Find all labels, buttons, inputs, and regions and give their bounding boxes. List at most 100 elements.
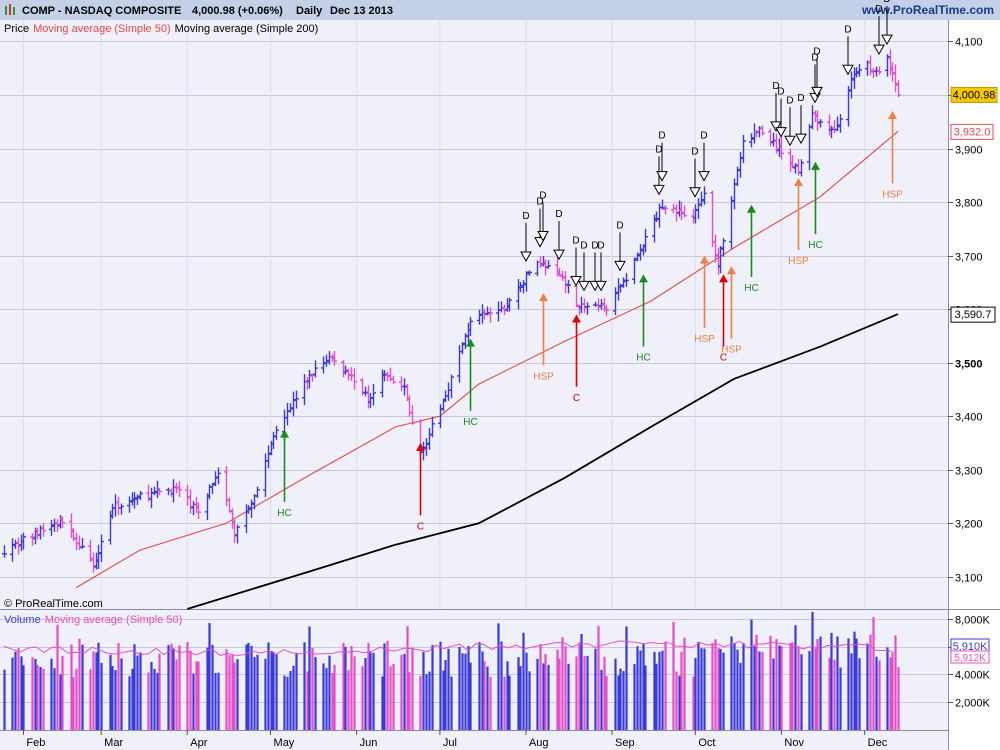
- copyright-label: © ProRealTime.com: [4, 598, 103, 610]
- month-label: Jul: [443, 737, 457, 749]
- signal-hsp: HSP: [721, 266, 742, 356]
- price-bar: [679, 201, 684, 221]
- price-bar: [249, 499, 254, 518]
- price-bar: [582, 298, 587, 313]
- price-bar: [360, 378, 365, 396]
- d-marker: D: [784, 95, 796, 147]
- d-marker: D: [537, 190, 549, 242]
- d-marker: D: [595, 240, 607, 292]
- signal-hsp: HSP: [788, 177, 809, 267]
- d-marker: D: [775, 87, 787, 138]
- d-marker-label: D: [772, 81, 779, 92]
- symbol-icon: [5, 4, 15, 15]
- d-marker-label: D: [522, 211, 529, 222]
- ma200-badge-bg: [950, 306, 996, 323]
- price-bar: [518, 281, 523, 293]
- price-bar: [16, 537, 21, 555]
- price-bar: [857, 63, 862, 77]
- price-tick-label: 3,200: [955, 519, 983, 531]
- price-bar: [502, 304, 507, 316]
- signal-label: HSP: [788, 256, 809, 267]
- volume-tick-label: 2,000K: [955, 698, 991, 710]
- month-label: Sep: [615, 737, 635, 749]
- price-bar: [768, 128, 773, 147]
- last-price-badge: 4,000.98: [953, 89, 996, 101]
- signal-c: C: [416, 443, 425, 532]
- price-bar: [235, 524, 240, 544]
- price-bar: [382, 370, 387, 382]
- signal-label: HC: [463, 417, 477, 428]
- price-bar: [246, 505, 251, 514]
- volume-ma-line: [3, 640, 893, 656]
- price-bar: [849, 71, 854, 99]
- price-bar: [635, 252, 640, 262]
- price-bar: [152, 486, 157, 496]
- price-tick-label: 3,300: [955, 466, 983, 478]
- last-price-badge-bg: [950, 86, 998, 103]
- price-bar: [80, 537, 85, 549]
- price-bar: [527, 270, 532, 276]
- price-bar: [2, 545, 7, 558]
- ma200-badge: 3,590.7: [955, 309, 992, 321]
- price-tick-label: 3,100: [955, 573, 983, 585]
- d-marker: D: [811, 46, 823, 98]
- d-marker-label: D: [797, 93, 804, 104]
- price-bar: [638, 243, 643, 261]
- volume-badge: 5,910K: [953, 641, 989, 653]
- price-bar: [21, 532, 26, 550]
- price-bar: [274, 425, 279, 440]
- legend-ma50: Moving average (Simple 50): [33, 23, 171, 35]
- d-marker: D: [795, 93, 807, 145]
- price-bar: [421, 441, 426, 461]
- d-marker-label: D: [539, 190, 546, 201]
- d-marker-label: D: [655, 144, 662, 155]
- price-bar: [288, 403, 293, 413]
- signal-label: HSP: [694, 334, 715, 345]
- price-tick-label: 4,100: [955, 37, 983, 49]
- price-bar: [838, 114, 843, 133]
- price-bar: [127, 496, 132, 513]
- d-marker: D: [698, 131, 710, 182]
- month-label: Apr: [190, 737, 207, 749]
- price-bar: [729, 195, 734, 249]
- signal-label: HC: [636, 353, 650, 364]
- ma-path: [186, 313, 899, 610]
- price-bar: [760, 125, 765, 136]
- price-bar: [779, 136, 784, 160]
- price-bar: [10, 538, 15, 562]
- price-bar: [713, 234, 718, 263]
- d-marker-label: D: [572, 235, 579, 246]
- price-bar: [546, 260, 551, 269]
- price-bar: [385, 371, 390, 382]
- d-marker-label: D: [786, 95, 793, 106]
- price-bar: [343, 365, 348, 375]
- price-bar: [538, 255, 543, 268]
- price-bar: [255, 486, 260, 498]
- d-marker: D: [578, 240, 590, 292]
- d-marker: D: [881, 0, 893, 46]
- price-bar: [232, 519, 237, 543]
- signal-hc: HC: [636, 274, 651, 364]
- price-bar: [566, 279, 571, 294]
- signal-c: C: [719, 274, 728, 364]
- signal-label: HC: [277, 508, 291, 519]
- price-bar: [654, 211, 659, 222]
- d-marker-label: D: [777, 87, 784, 98]
- d-marker: D: [842, 24, 854, 76]
- price-bar: [854, 67, 859, 78]
- d-marker-label: D: [813, 46, 820, 57]
- volume-ma-badge: 5,912K: [954, 653, 986, 664]
- price-bar: [391, 375, 396, 385]
- signal-hsp: HSP: [694, 255, 715, 345]
- price-bars: [2, 49, 901, 573]
- price-bar: [196, 502, 201, 519]
- ma-path: [75, 130, 899, 589]
- price-bar: [741, 134, 746, 164]
- price-bar: [210, 483, 215, 494]
- last-price: 4,000.98 (+0.06%): [192, 5, 283, 17]
- price-bar: [307, 369, 312, 389]
- price-legend: Price Moving average (Simple 50) Moving av…: [4, 23, 318, 35]
- d-marker: D: [873, 4, 885, 56]
